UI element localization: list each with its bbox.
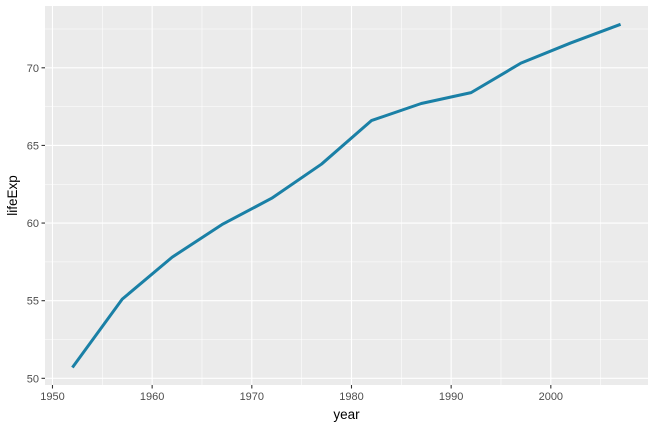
x-axis: 1950 1960 1970 1980 1990 2000 [40,385,563,403]
y-tick-label: 50 [27,373,39,385]
y-tick-label: 65 [27,140,39,152]
x-tick-label: 2000 [539,391,563,403]
y-tick-label: 60 [27,218,39,230]
x-tick-label: 1960 [140,391,164,403]
series-layer [71,22,622,369]
x-axis-title: year [333,407,360,422]
x-tick-label: 1950 [40,391,64,403]
major-gridlines [45,6,648,385]
y-tick-label: 55 [27,296,39,308]
series-line [71,22,622,369]
y-axis: 50 55 60 65 70 [27,63,45,385]
x-tick-label: 1980 [339,391,363,403]
x-tick-label: 1970 [240,391,264,403]
minor-gridlines [45,6,648,385]
y-axis-title: lifeExp [5,175,20,216]
x-tick-label: 1990 [439,391,463,403]
y-tick-label: 70 [27,63,39,75]
plot-panel [45,6,648,385]
